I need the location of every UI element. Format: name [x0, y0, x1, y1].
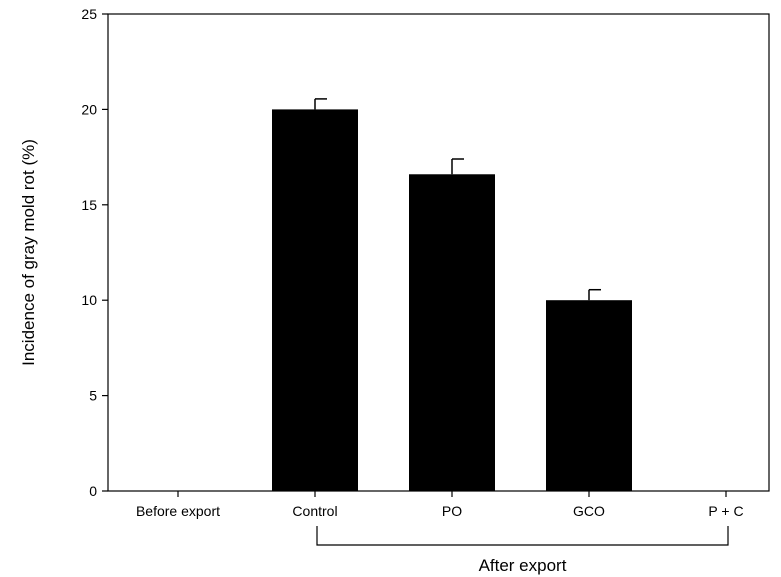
y-tick-label: 15 — [81, 197, 97, 213]
bar-control — [272, 109, 358, 492]
y-tick-label: 0 — [89, 483, 97, 499]
y-tick-label: 10 — [81, 292, 97, 308]
bracket-line — [316, 526, 729, 546]
y-tick-label: 25 — [81, 6, 97, 22]
y-tick-label: 5 — [89, 388, 97, 404]
x-tick-label: Control — [292, 503, 337, 519]
bars — [272, 109, 632, 492]
y-axis-title: Incidence of gray mold rot (%) — [19, 139, 38, 366]
y-tick-label: 20 — [81, 101, 97, 117]
bar-gco — [546, 300, 632, 491]
y-axis-ticks: 0 5 10 15 20 25 — [81, 6, 108, 499]
x-tick-label: Before export — [136, 503, 220, 519]
x-tick-label: GCO — [573, 503, 605, 519]
error-bars — [314, 98, 601, 301]
x-tick-label: P + C — [708, 503, 743, 519]
x-axis-ticks: Before export Control PO GCO P + C — [136, 491, 744, 519]
x-tick-label: PO — [442, 503, 462, 519]
after-export-bracket — [316, 526, 729, 546]
group-label-after-export: After export — [479, 556, 567, 575]
bar-po — [409, 174, 495, 491]
